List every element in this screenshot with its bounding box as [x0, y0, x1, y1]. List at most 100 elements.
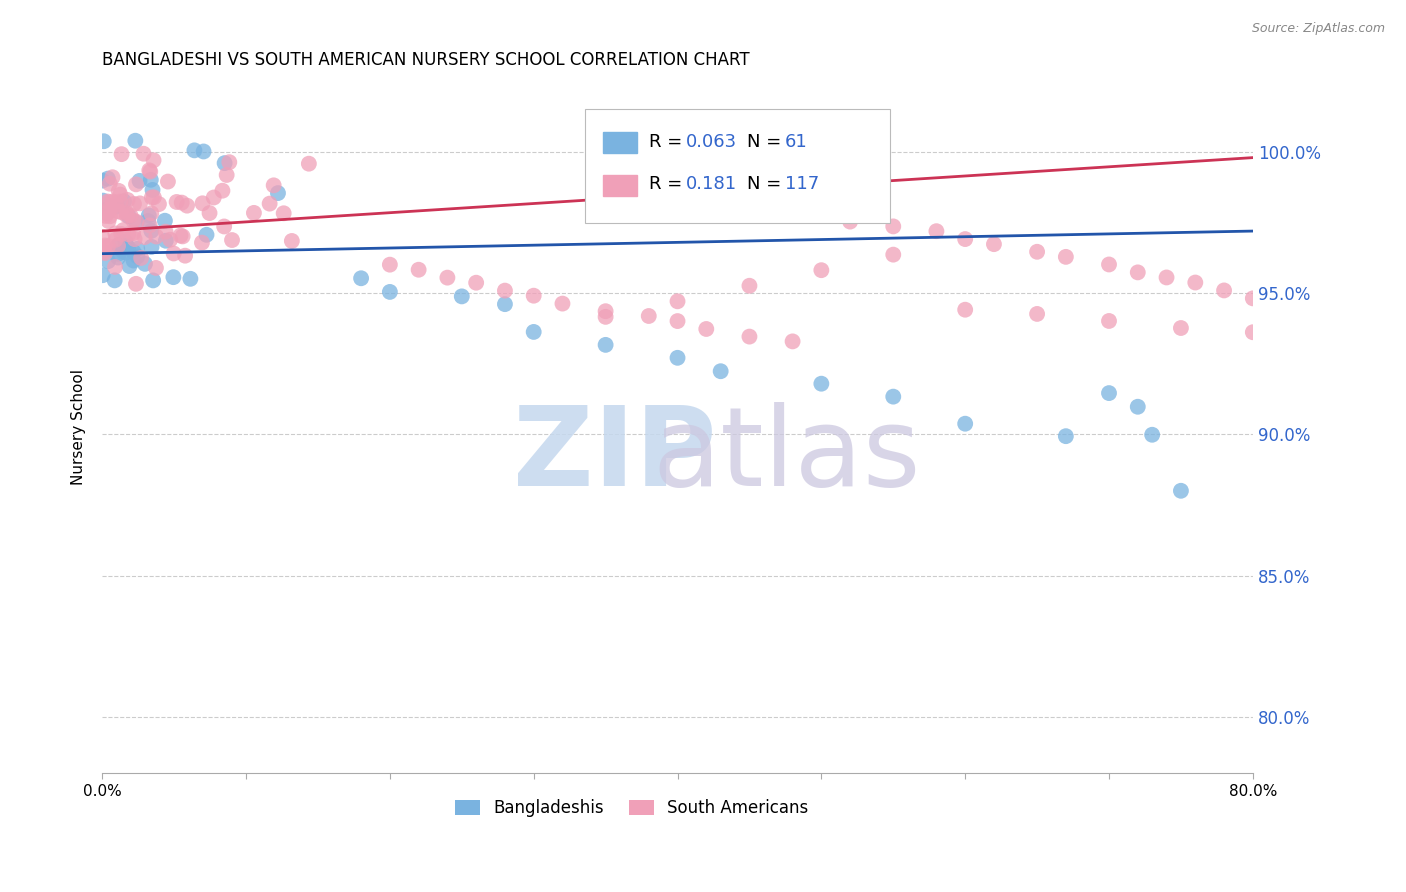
South Americans [172, 229, 194, 244]
South Americans [98, 209, 121, 223]
South Americans [129, 196, 152, 211]
South Americans [104, 233, 127, 247]
South Americans [139, 164, 162, 178]
Bangladeshis [710, 364, 733, 378]
Bangladeshis [114, 235, 136, 249]
South Americans [215, 168, 238, 182]
Text: Source: ZipAtlas.com: Source: ZipAtlas.com [1251, 22, 1385, 36]
South Americans [810, 207, 832, 221]
Bangladeshis [118, 259, 141, 273]
South Americans [98, 195, 121, 210]
Bangladeshis [153, 213, 176, 227]
South Americans [166, 194, 188, 209]
Bangladeshis [882, 390, 904, 404]
Bangladeshis [666, 351, 689, 365]
Bangladeshis [138, 209, 160, 223]
South Americans [125, 277, 148, 291]
South Americans [141, 190, 163, 204]
South Americans [839, 214, 862, 228]
South Americans [97, 206, 120, 220]
South Americans [91, 230, 114, 244]
South Americans [107, 184, 129, 198]
South Americans [211, 184, 233, 198]
South Americans [243, 206, 266, 220]
South Americans [925, 224, 948, 238]
South Americans [101, 170, 124, 185]
Bangladeshis [450, 289, 472, 303]
Bangladeshis [183, 144, 205, 158]
Bangladeshis [127, 249, 149, 263]
South Americans [1156, 270, 1178, 285]
South Americans [104, 227, 127, 241]
Bangladeshis [134, 257, 156, 271]
South Americans [122, 226, 145, 240]
Text: R =: R = [648, 133, 688, 151]
Text: BANGLADESHI VS SOUTH AMERICAN NURSERY SCHOOL CORRELATION CHART: BANGLADESHI VS SOUTH AMERICAN NURSERY SC… [103, 51, 749, 69]
South Americans [110, 187, 132, 202]
South Americans [148, 197, 170, 211]
Text: 0.063: 0.063 [686, 133, 737, 151]
Bangladeshis [91, 203, 114, 218]
Legend: Bangladeshis, South Americans: Bangladeshis, South Americans [449, 793, 815, 824]
Text: 0.181: 0.181 [686, 176, 737, 194]
South Americans [1241, 325, 1264, 339]
South Americans [1026, 307, 1049, 321]
South Americans [138, 163, 160, 178]
South Americans [1213, 284, 1236, 298]
Bangladeshis [115, 245, 138, 260]
Text: N =: N = [747, 176, 786, 194]
Bar [603, 132, 637, 153]
South Americans [810, 263, 832, 277]
Bangladeshis [141, 224, 163, 238]
South Americans [110, 205, 132, 219]
South Americans [156, 175, 179, 189]
Bangladeshis [107, 246, 129, 260]
Bangladeshis [214, 156, 236, 170]
South Americans [1054, 250, 1077, 264]
Text: N =: N = [747, 133, 786, 151]
South Americans [115, 209, 138, 223]
South Americans [882, 219, 904, 234]
South Americans [595, 304, 617, 318]
South Americans [695, 322, 717, 336]
South Americans [94, 238, 117, 252]
Bangladeshis [107, 251, 129, 265]
Bangladeshis [141, 240, 163, 254]
Text: 61: 61 [785, 133, 807, 151]
South Americans [98, 202, 121, 217]
South Americans [163, 246, 186, 260]
Bangladeshis [93, 134, 115, 148]
Text: ZIP: ZIP [513, 401, 716, 508]
South Americans [112, 223, 135, 237]
South Americans [1098, 257, 1121, 271]
South Americans [107, 239, 129, 253]
Bangladeshis [523, 325, 546, 339]
South Americans [782, 334, 804, 349]
South Americans [1098, 314, 1121, 328]
Bangladeshis [122, 244, 145, 259]
Bangladeshis [107, 238, 129, 252]
South Americans [198, 206, 221, 220]
South Americans [281, 234, 304, 248]
South Americans [125, 215, 148, 229]
Bangladeshis [112, 194, 135, 209]
Bangladeshis [378, 285, 401, 299]
Bangladeshis [91, 194, 114, 208]
South Americans [666, 314, 689, 328]
South Americans [105, 198, 128, 212]
FancyBboxPatch shape [585, 109, 890, 223]
South Americans [953, 232, 976, 246]
South Americans [94, 209, 117, 223]
South Americans [142, 190, 165, 204]
South Americans [120, 208, 142, 222]
Bangladeshis [96, 206, 118, 220]
Bangladeshis [810, 376, 832, 391]
South Americans [953, 302, 976, 317]
South Americans [1026, 244, 1049, 259]
Bangladeshis [193, 145, 215, 159]
Bangladeshis [91, 268, 114, 283]
South Americans [155, 225, 177, 239]
South Americans [97, 194, 120, 209]
South Americans [465, 276, 488, 290]
South Americans [494, 284, 516, 298]
